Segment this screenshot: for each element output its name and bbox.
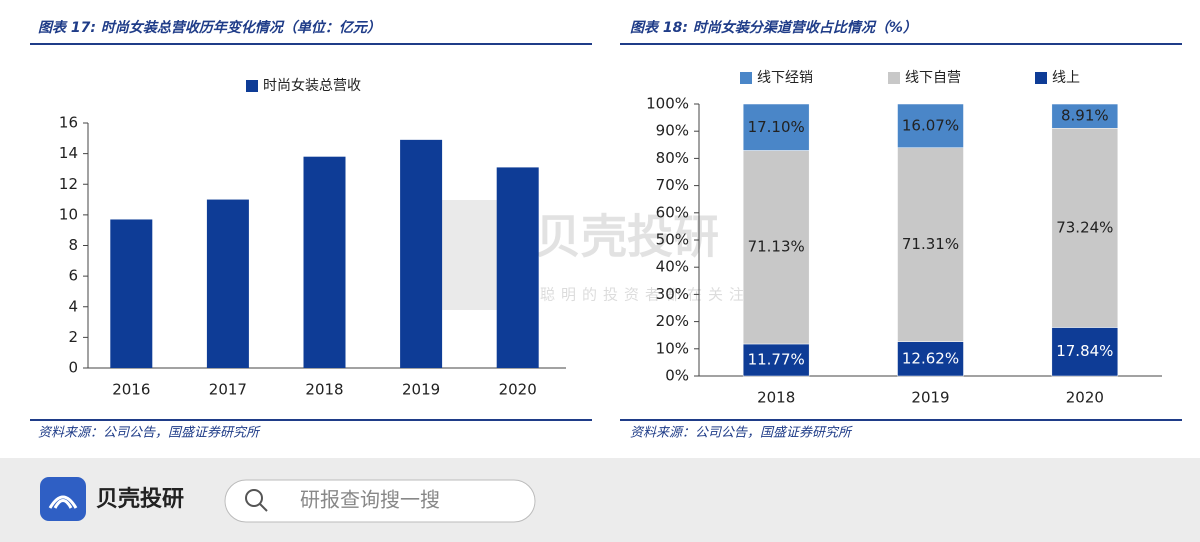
data-label: 73.24% bbox=[1056, 218, 1113, 236]
data-label: 71.31% bbox=[902, 235, 959, 253]
y-tick-label: 40% bbox=[656, 258, 689, 276]
y-tick-label: 10% bbox=[656, 339, 689, 357]
search-icon-handle bbox=[259, 503, 268, 512]
x-tick-label: 2019 bbox=[402, 381, 440, 399]
x-tick-label: 2017 bbox=[209, 381, 247, 399]
y-tick-label: 100% bbox=[646, 95, 689, 113]
bar bbox=[400, 139, 443, 368]
data-label: 11.77% bbox=[748, 350, 805, 368]
brand-name: 贝壳投研 bbox=[96, 487, 184, 512]
legend-label: 线下经销 bbox=[757, 70, 813, 86]
y-tick-label: 0% bbox=[665, 367, 689, 385]
y-tick-label: 2 bbox=[68, 328, 78, 346]
x-tick-label: 2019 bbox=[911, 389, 949, 407]
data-label: 16.07% bbox=[902, 116, 959, 134]
data-label: 17.10% bbox=[748, 118, 805, 136]
watermark: 贝壳投研 聪明的投资者都在关注 bbox=[412, 200, 750, 310]
bar bbox=[110, 219, 153, 368]
bar-segment bbox=[897, 341, 964, 377]
y-tick-label: 30% bbox=[656, 285, 689, 303]
y-tick-label: 16 bbox=[59, 114, 78, 132]
source-note: 资料来源：公司公告，国盛证券研究所 bbox=[630, 425, 853, 441]
legend-label: 线上 bbox=[1052, 70, 1080, 86]
legend-swatch bbox=[888, 72, 900, 84]
y-tick-label: 4 bbox=[68, 297, 78, 315]
y-tick-label: 20% bbox=[656, 312, 689, 330]
y-tick-label: 0 bbox=[68, 359, 78, 377]
data-label: 12.62% bbox=[902, 349, 959, 367]
bar-segment bbox=[1051, 327, 1119, 377]
x-tick-label: 2016 bbox=[112, 381, 150, 399]
data-label: 17.84% bbox=[1056, 342, 1113, 360]
x-tick-label: 2020 bbox=[1066, 389, 1104, 407]
watermark-title: 贝壳投研 bbox=[535, 210, 719, 264]
x-tick-label: 2018 bbox=[305, 381, 343, 399]
legend-swatch bbox=[1035, 72, 1047, 84]
logo-glyph bbox=[48, 495, 78, 509]
source-note: 资料来源：公司公告，国盛证券研究所 bbox=[38, 425, 261, 441]
bar-segment bbox=[897, 103, 964, 148]
bar-segment bbox=[742, 150, 810, 345]
chart-title: 图表 18: 时尚女装分渠道营收占比情况（%） bbox=[630, 19, 917, 36]
bar-segment bbox=[742, 103, 810, 151]
legend-label: 线下自营 bbox=[905, 70, 961, 86]
y-tick-label: 60% bbox=[656, 203, 689, 221]
bar bbox=[496, 167, 539, 368]
report-area bbox=[0, 0, 1200, 458]
search-box[interactable] bbox=[224, 479, 536, 523]
x-tick-label: 2018 bbox=[757, 389, 795, 407]
y-tick-label: 90% bbox=[656, 122, 689, 140]
y-tick-label: 8 bbox=[68, 236, 78, 254]
legend-swatch bbox=[740, 72, 752, 84]
y-tick-label: 50% bbox=[656, 231, 689, 249]
y-tick-label: 12 bbox=[59, 175, 78, 193]
search-placeholder: 研报查询搜一搜 bbox=[300, 488, 440, 512]
legend-label: 时尚女装总营收 bbox=[263, 77, 361, 94]
search-icon bbox=[245, 489, 263, 507]
chart-title: 图表 17: 时尚女装总营收历年变化情况（单位：亿元） bbox=[38, 19, 381, 36]
bar bbox=[206, 199, 249, 368]
bar-segment bbox=[1051, 103, 1119, 129]
watermark-subtitle: 聪明的投资者都在关注 bbox=[540, 286, 750, 304]
y-tick-label: 14 bbox=[59, 144, 78, 162]
y-tick-label: 70% bbox=[656, 176, 689, 194]
bar-segment bbox=[742, 343, 810, 377]
bar-segment bbox=[897, 147, 964, 342]
data-label: 8.91% bbox=[1061, 107, 1109, 125]
y-tick-label: 80% bbox=[656, 149, 689, 167]
legend-swatch bbox=[246, 80, 258, 92]
data-label: 71.13% bbox=[748, 238, 805, 256]
app-bar bbox=[0, 458, 1200, 542]
x-tick-label: 2020 bbox=[499, 381, 537, 399]
y-tick-label: 10 bbox=[59, 205, 78, 223]
y-tick-label: 6 bbox=[68, 267, 78, 285]
bar bbox=[303, 156, 346, 368]
